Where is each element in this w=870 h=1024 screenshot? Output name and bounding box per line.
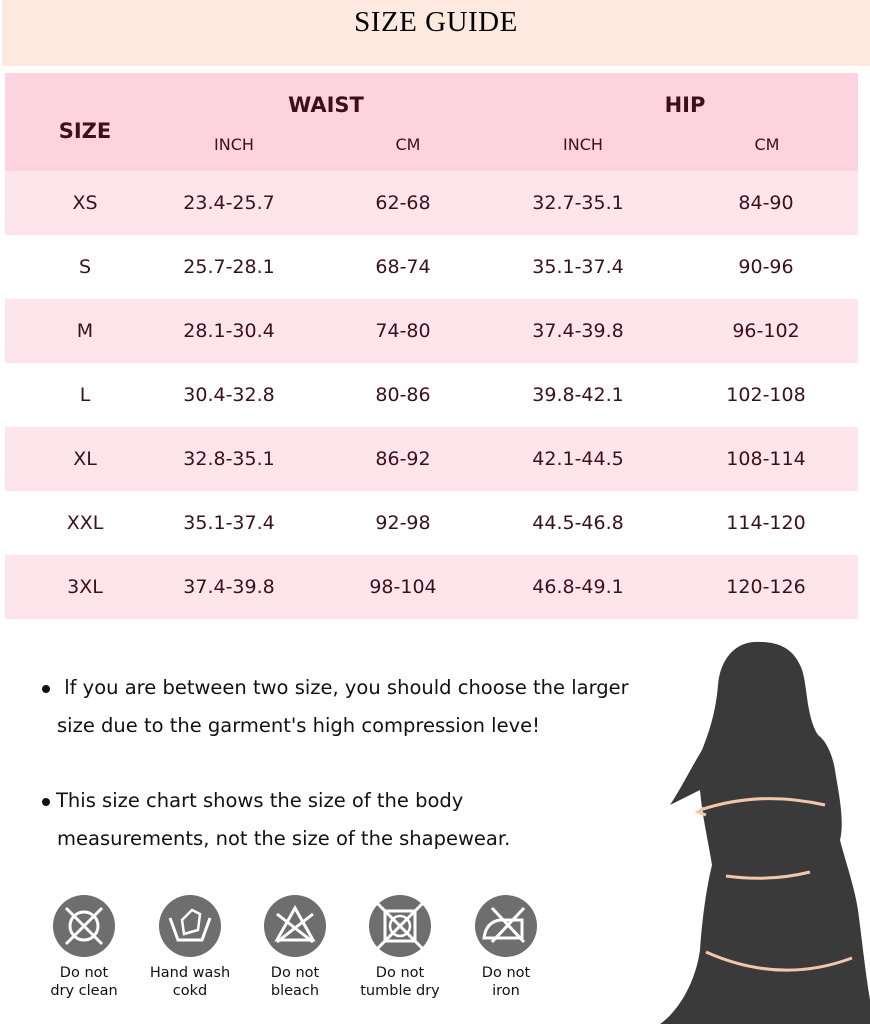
size-cell: XL xyxy=(73,448,97,470)
waist-measure-line xyxy=(725,870,811,880)
table-row: XL 32.8-35.1 86-92 42.1-44.5 108-114 xyxy=(5,427,858,491)
measurement-cell: 98-104 xyxy=(369,576,437,598)
measurement-cell: 30.4-32.8 xyxy=(183,384,275,406)
measurement-cell: 32.7-35.1 xyxy=(532,192,624,214)
size-header: SIZE xyxy=(58,119,112,143)
table-row: S 25.7-28.1 68-74 35.1-37.4 90-96 xyxy=(5,235,858,299)
measurement-cell: 37.4-39.8 xyxy=(183,576,275,598)
size-cell: 3XL xyxy=(67,576,103,598)
measurement-cell: 68-74 xyxy=(375,256,431,278)
measurement-cell: 37.4-39.8 xyxy=(532,320,624,342)
measurement-cell: 62-68 xyxy=(375,192,431,214)
measurement-cell: 120-126 xyxy=(726,576,806,598)
waist-header: WAIST xyxy=(288,93,364,117)
measurement-cell: 102-108 xyxy=(726,384,806,406)
note-body-measurements: This size chart shows the size of the bo… xyxy=(42,782,510,858)
hip-measure-line xyxy=(705,950,853,972)
care-no-dry-clean: Do not dry clean xyxy=(29,894,139,1000)
measurement-cell: 74-80 xyxy=(375,320,431,342)
care-label: tumble dry xyxy=(360,983,440,999)
note-line: lf you are between two size, you should … xyxy=(64,676,629,699)
measurement-cell: 96-102 xyxy=(732,320,800,342)
table-row: L 30.4-32.8 80-86 39.8-42.1 102-108 xyxy=(5,363,858,427)
measurement-cell: 80-86 xyxy=(375,384,431,406)
title-band: SIZE GUIDE xyxy=(2,0,870,66)
care-no-iron: Do not iron xyxy=(451,894,561,1000)
care-label: bleach xyxy=(270,983,320,999)
note-line: measurements, not the size of the shapew… xyxy=(57,827,511,850)
size-cell: XS xyxy=(72,192,98,214)
measurement-cell: 44.5-46.8 xyxy=(532,512,624,534)
measurement-cell: 25.7-28.1 xyxy=(183,256,275,278)
measurement-cell: 92-98 xyxy=(375,512,431,534)
measurement-cell: 84-90 xyxy=(738,192,794,214)
care-label: Do not xyxy=(481,965,531,981)
no-bleach-icon xyxy=(264,895,326,957)
measurement-cell: 23.4-25.7 xyxy=(183,192,275,214)
care-label: iron xyxy=(492,983,520,999)
care-label: Do not xyxy=(270,965,320,981)
measurement-cell: 32.8-35.1 xyxy=(183,448,275,470)
hand-wash-icon xyxy=(159,895,221,957)
care-label: dry clean xyxy=(50,983,118,999)
body-silhouette xyxy=(660,641,870,1024)
measurement-cell: 46.8-49.1 xyxy=(532,576,624,598)
note-line: This size chart shows the size of the bo… xyxy=(56,789,464,812)
size-cell: M xyxy=(76,320,94,342)
silhouette-shape xyxy=(660,641,870,1024)
care-no-tumble-dry: Do not tumble dry xyxy=(345,894,455,1000)
size-table: SIZE WAIST HIP INCH CM INCH CM XS 23.4-25… xyxy=(5,73,858,619)
care-label: Do not xyxy=(59,965,109,981)
unit-header: INCH xyxy=(563,135,603,154)
measurement-cell: 108-114 xyxy=(726,448,806,470)
table-row: 3XL 37.4-39.8 98-104 46.8-49.1 120-126 xyxy=(5,555,858,619)
care-label: Do not xyxy=(375,965,425,981)
size-cell: XXL xyxy=(66,512,104,534)
measurement-cell: 35.1-37.4 xyxy=(183,512,275,534)
measurement-cell: 35.1-37.4 xyxy=(532,256,624,278)
measurement-cell: 28.1-30.4 xyxy=(183,320,275,342)
size-cell: S xyxy=(78,256,92,278)
care-label: cokd xyxy=(172,983,208,999)
unit-header: INCH xyxy=(214,135,254,154)
care-hand-wash: Hand wash cokd xyxy=(135,894,245,1000)
measurement-cell: 86-92 xyxy=(375,448,431,470)
no-dry-clean-icon xyxy=(53,895,115,957)
no-iron-icon xyxy=(475,895,537,957)
note-line: size due to the garment's high compressi… xyxy=(57,714,540,737)
measurement-cell: 90-96 xyxy=(738,256,794,278)
note-between-sizes: lf you are between two size, you should … xyxy=(42,669,629,745)
measurement-cell: 39.8-42.1 xyxy=(532,384,624,406)
bullet-icon xyxy=(42,797,50,806)
unit-header: CM xyxy=(754,135,780,154)
arrow-icon xyxy=(694,806,707,817)
page-title: SIZE GUIDE xyxy=(354,6,518,38)
table-row: M 28.1-30.4 74-80 37.4-39.8 96-102 xyxy=(5,299,858,363)
care-label: Hand wash xyxy=(149,965,231,981)
bullet-icon xyxy=(42,684,50,693)
unit-header: CM xyxy=(395,135,421,154)
table-row: XS 23.4-25.7 62-68 32.7-35.1 84-90 xyxy=(5,171,858,235)
no-tumble-dry-icon xyxy=(369,895,431,957)
measurement-cell: 42.1-44.5 xyxy=(532,448,624,470)
bust-measure-line xyxy=(699,797,826,812)
measurement-cell: 114-120 xyxy=(726,512,806,534)
care-no-bleach: Do not bleach xyxy=(240,894,350,1000)
table-row: XXL 35.1-37.4 92-98 44.5-46.8 114-120 xyxy=(5,491,858,555)
table-header: SIZE WAIST HIP INCH CM INCH CM xyxy=(5,73,858,171)
size-cell: L xyxy=(79,384,91,406)
hip-header: HIP xyxy=(664,93,706,117)
